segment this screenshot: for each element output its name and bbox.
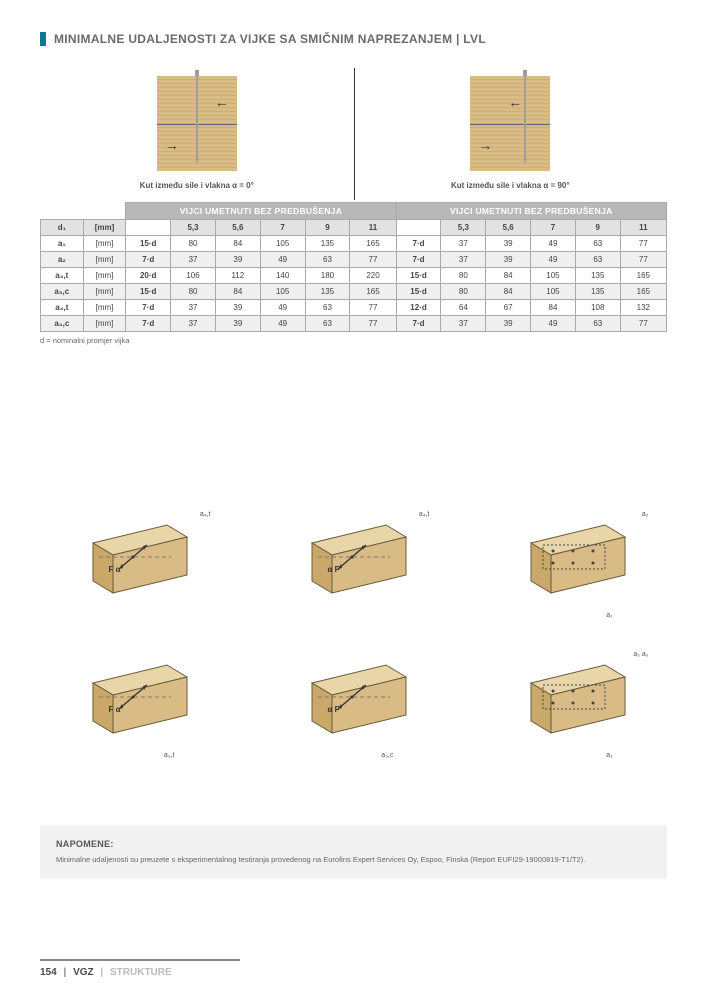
isometric-block-icon bbox=[75, 655, 195, 745]
page-number: 154 bbox=[40, 967, 57, 978]
screw-icon bbox=[192, 70, 202, 170]
diagram-left: ← → Kut između sile i vlakna α = 0° bbox=[40, 76, 354, 190]
d1-unit: [mm] bbox=[83, 220, 126, 236]
isometric-block-icon bbox=[75, 515, 195, 605]
page-footer: 154 | VGZ | STRUKTURE bbox=[40, 959, 240, 978]
top-diagrams: ← → Kut između sile i vlakna α = 0° ← → … bbox=[40, 76, 667, 190]
diagram-left-caption: Kut između sile i vlakna α = 0° bbox=[140, 181, 254, 190]
table-row: a₃,c[mm]15·d808410513516515·d80841051351… bbox=[41, 284, 667, 300]
table-group-left: VIJCI UMETNUTI BEZ PREDBUŠENJA bbox=[126, 203, 396, 220]
table-row: a₃,t[mm]20·d10611214018022015·d808410513… bbox=[41, 268, 667, 284]
footer-section: STRUKTURE bbox=[110, 967, 172, 978]
table-row: a₄,t[mm]7·d373949637712·d646784108132 bbox=[41, 300, 667, 316]
iso-label-tr: a₄,t bbox=[419, 511, 430, 518]
table-row: a₄,c[mm]7·d37394963777·d3739496377 bbox=[41, 316, 667, 332]
notes-box: NAPOMENE: Minimalne udaljenosti su preuz… bbox=[40, 825, 667, 879]
isometric-block-icon bbox=[294, 515, 414, 605]
arrow-left-icon: ← bbox=[508, 94, 522, 110]
arrow-right-icon: → bbox=[165, 137, 179, 153]
iso-force-annotation: F α bbox=[109, 565, 121, 574]
iso-force-annotation: α F bbox=[328, 705, 340, 714]
isometric-item: a₄,t α F bbox=[274, 505, 434, 615]
page-heading-row: MINIMALNE UDALJENOSTI ZA VIJKE SA SMIČNI… bbox=[40, 32, 667, 46]
iso-label-tr: a₂ a₂ bbox=[633, 651, 648, 658]
table-row: a₁[mm]15·d80841051351657·d3739496377 bbox=[41, 236, 667, 252]
isometric-item: a₃,cα F bbox=[274, 645, 434, 755]
diagram-separator bbox=[354, 68, 355, 200]
isometric-block-icon bbox=[513, 515, 633, 605]
table-row: a₂[mm]7·d37394963777·d3739496377 bbox=[41, 252, 667, 268]
wood-diagram-left: ← → bbox=[157, 76, 237, 171]
page-title: MINIMALNE UDALJENOSTI ZA VIJKE SA SMIČNI… bbox=[54, 32, 486, 46]
arrow-left-icon: ← bbox=[215, 94, 229, 110]
screw-icon bbox=[520, 70, 530, 170]
isometric-item: a₃,tF α bbox=[55, 645, 215, 755]
iso-label-tr: a₂ bbox=[642, 511, 649, 518]
isometric-item: a₄,t F α bbox=[55, 505, 215, 615]
iso-label-br: a₁ bbox=[606, 752, 612, 759]
iso-force-annotation: F α bbox=[109, 705, 121, 714]
iso-label-br: a₁ bbox=[606, 612, 612, 619]
isometric-block-icon bbox=[294, 655, 414, 745]
isometric-grid: a₄,tF αa₄,tα Fa₂a₁a₃,tF αa₃,cα Fa₂ a₂a₁ bbox=[40, 505, 667, 755]
diagram-right-caption: Kut između sile i vlakna α = 90° bbox=[451, 181, 570, 190]
d1-label: d₁ bbox=[41, 220, 84, 236]
table-group-right: VIJCI UMETNUTI BEZ PREDBUŠENJA bbox=[396, 203, 666, 220]
iso-label-br: a₃,c bbox=[381, 752, 393, 759]
notes-body: Minimalne udaljenosti su preuzete s eksp… bbox=[56, 855, 651, 865]
arrow-right-icon: → bbox=[478, 137, 492, 153]
table-footnote: d = nominalni promjer vijka bbox=[40, 336, 667, 345]
iso-label-tr: a₄,t bbox=[200, 511, 211, 518]
isometric-item: a₂ a₂a₁ bbox=[493, 645, 653, 755]
isometric-block-icon bbox=[513, 655, 633, 745]
wood-diagram-right: ← → bbox=[470, 76, 550, 171]
iso-label-br: a₃,t bbox=[164, 752, 175, 759]
notes-title: NAPOMENE: bbox=[56, 839, 651, 849]
table-row: d₁ [mm] 5,3 5,6 7 9 11 5,3 5,6 7 9 11 bbox=[41, 220, 667, 236]
isometric-item: a₂a₁ bbox=[493, 505, 653, 615]
distances-table: VIJCI UMETNUTI BEZ PREDBUŠENJA VIJCI UME… bbox=[40, 202, 667, 332]
title-accent-bar bbox=[40, 32, 46, 46]
footer-brand: VGZ bbox=[73, 967, 94, 978]
diagram-right: ← → Kut između sile i vlakna α = 90° bbox=[354, 76, 668, 190]
iso-force-annotation: α F bbox=[328, 565, 340, 574]
